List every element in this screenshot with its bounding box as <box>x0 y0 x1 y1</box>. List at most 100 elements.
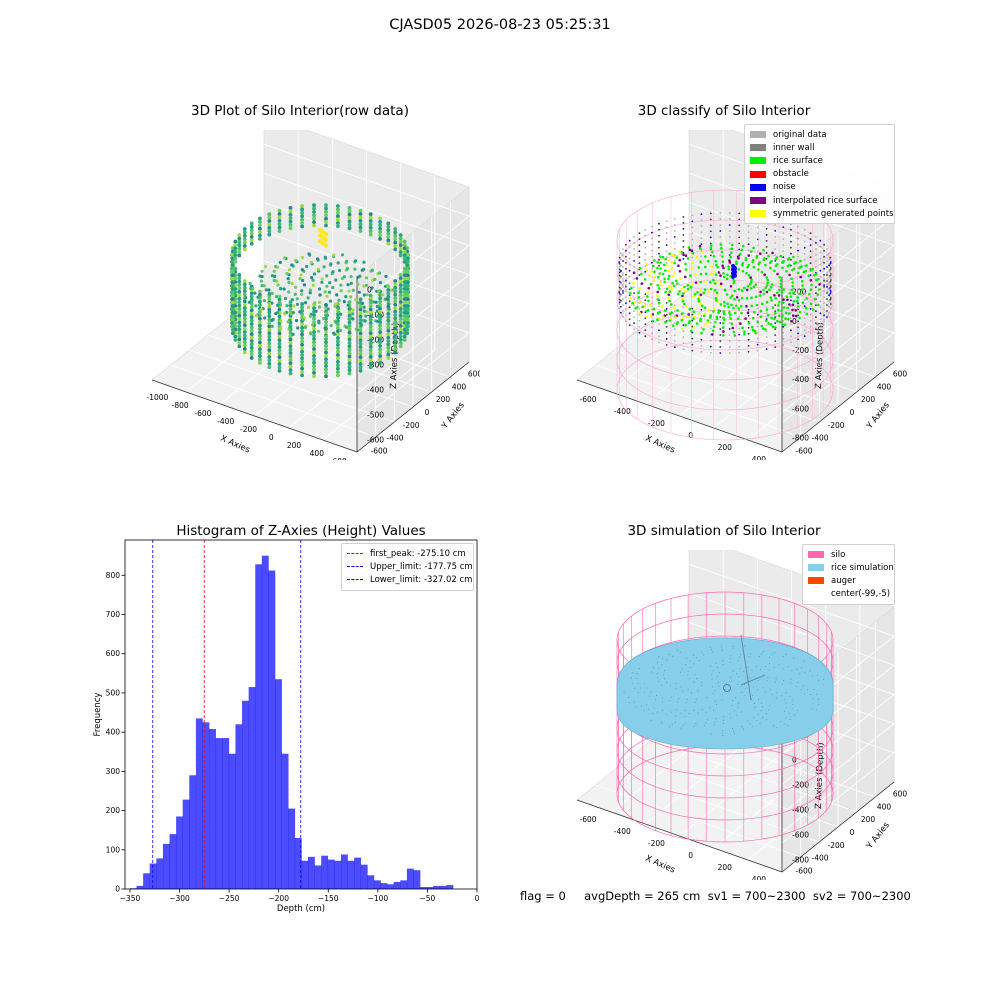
raw-point <box>331 285 335 290</box>
classify-surface-point <box>694 281 698 284</box>
classify-surface-point <box>640 272 643 276</box>
classify-surface-point <box>715 263 718 267</box>
raw-point <box>368 331 373 336</box>
raw-point <box>405 297 410 302</box>
classify-surface-point <box>703 288 707 291</box>
x-tick-label: -200 <box>648 419 665 428</box>
simulation-legend-swatch <box>808 591 824 598</box>
raw-point <box>296 326 300 330</box>
raw-point <box>368 219 373 223</box>
classify-surface-point <box>714 273 718 276</box>
raw-point <box>277 314 282 319</box>
classify-surface-point <box>676 309 679 312</box>
classify-wall-point <box>823 249 825 252</box>
classify-surface-point <box>719 243 723 246</box>
raw-point <box>233 243 238 247</box>
classify-wall-point <box>644 323 647 326</box>
y-tick-label: -600 <box>795 447 812 456</box>
raw-point <box>258 274 262 278</box>
raw-point <box>249 305 254 309</box>
raw-point <box>402 246 407 251</box>
rice-mesh-dot <box>661 722 662 724</box>
classify-surface-point <box>747 254 751 257</box>
classify-surface-point <box>709 281 712 284</box>
classify-wall-point <box>782 238 785 240</box>
rice-mesh-dot <box>711 678 713 680</box>
rice-mesh-dot <box>662 701 664 703</box>
histogram-bar <box>420 887 427 889</box>
rice-mesh-dot <box>802 685 804 687</box>
classify-wall-point <box>633 242 635 244</box>
classify-surface-point <box>650 270 653 273</box>
classify-surface-point <box>782 259 785 263</box>
raw-point <box>237 300 242 304</box>
classify-surface-point <box>687 321 691 325</box>
raw-point <box>242 282 247 287</box>
raw-point <box>258 223 262 228</box>
rice-mesh-dot <box>721 699 723 701</box>
raw-point <box>368 232 373 237</box>
raw-point <box>324 357 328 362</box>
classify-surface-point <box>716 301 720 304</box>
raw-point <box>294 259 298 263</box>
classify-wall-point <box>644 240 647 243</box>
raw-point <box>267 344 272 349</box>
classify-wall-point <box>828 264 830 267</box>
classify-wall-point <box>628 269 631 272</box>
raw-point <box>362 284 366 288</box>
classify-surface-point <box>725 277 729 281</box>
rice-mesh-dot <box>656 694 657 696</box>
classify-surface-point <box>739 304 743 308</box>
raw-point <box>288 361 293 366</box>
y-tick-label: 0 <box>115 885 120 894</box>
raw-point <box>375 304 379 309</box>
raw-point <box>312 220 316 224</box>
classify-surface-point <box>739 252 742 256</box>
z-tick-label: -800 <box>792 433 809 442</box>
classify-surface-point <box>715 291 719 295</box>
raw-point <box>258 323 262 328</box>
classify-surface-point <box>667 258 670 262</box>
classify-wall-point <box>620 270 622 273</box>
rice-mesh-dot <box>658 668 660 670</box>
raw-point <box>249 308 254 313</box>
classify-surface-point <box>722 326 725 329</box>
raw-point <box>374 300 378 304</box>
rice-mesh-dot <box>664 670 665 671</box>
raw-point <box>230 293 235 298</box>
classify-wall-point <box>774 230 777 232</box>
raw-point <box>393 350 398 355</box>
raw-point <box>242 289 247 294</box>
classify-wall-point <box>622 298 624 300</box>
rice-mesh-dot <box>656 711 658 713</box>
y-tick-label: 400 <box>106 728 121 737</box>
classify-surface-point <box>630 286 633 290</box>
classify-wall-point <box>829 307 832 310</box>
raw-point <box>336 306 340 310</box>
classify-wall-point <box>797 225 799 228</box>
classify-surface-point <box>755 254 759 258</box>
raw-point <box>386 224 391 229</box>
raw-point <box>309 332 313 336</box>
raw-point <box>300 256 304 260</box>
classify-wall-point <box>782 232 785 234</box>
classify-surface-point <box>779 254 783 258</box>
classify-wall-point <box>633 328 635 330</box>
raw-point <box>237 253 242 258</box>
classify-surface-point <box>719 274 722 277</box>
rice-mesh-dot <box>766 713 767 714</box>
classify-wall-point <box>719 230 722 232</box>
raw-point <box>290 282 294 286</box>
classify-surface-point <box>764 328 767 331</box>
rice-mesh-dot <box>780 721 781 723</box>
raw-point <box>345 267 350 271</box>
classify-wall-point <box>826 290 828 292</box>
classify-surface-point <box>729 313 732 316</box>
rice-mesh-dot <box>785 692 787 694</box>
classify-surface-point <box>770 299 773 302</box>
classify-wall-point <box>738 315 741 318</box>
classify-surface-point <box>728 259 731 262</box>
raw-point <box>337 298 341 302</box>
classify-wall-point <box>620 276 622 279</box>
x-tick-label: -200 <box>240 425 257 434</box>
